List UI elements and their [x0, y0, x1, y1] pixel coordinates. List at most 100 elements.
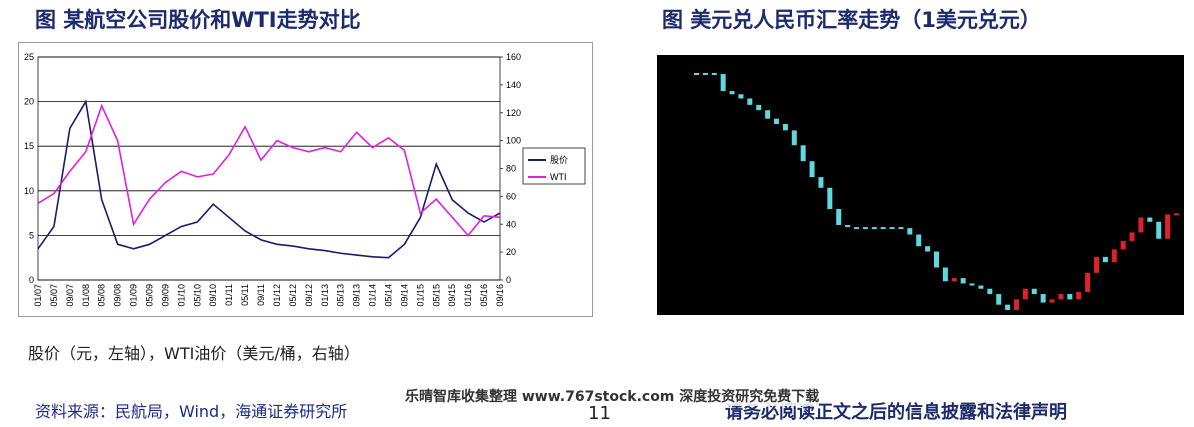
candle: [1174, 213, 1179, 216]
candle: [854, 227, 859, 230]
source: 资料来源：民航局，Wind，海通证券研究所: [35, 402, 348, 421]
candle: [729, 91, 735, 95]
candle: [925, 246, 931, 252]
candle: [1049, 299, 1055, 303]
x-tick-label: 01/16: [463, 284, 473, 307]
x-tick-label: 05/16: [479, 284, 489, 307]
candle: [791, 130, 797, 146]
x-tick-label: 09/14: [399, 284, 409, 307]
y-tick-label: 15: [24, 141, 34, 151]
x-tick-label: 05/08: [97, 284, 107, 307]
candle: [774, 118, 779, 125]
x-tick-label: 05/11: [240, 284, 250, 306]
legend-box: [522, 147, 586, 185]
candle: [1165, 214, 1171, 239]
chart: 0 5 10 15 20 25 0 20 40 60 80 100 120 140 160 01/07 05/0…: [18, 42, 593, 317]
legend-label: WTI: [550, 172, 567, 182]
y2-tick-label: 100: [506, 136, 521, 146]
x-tick-label: 01/10: [176, 284, 186, 307]
x-tick-label: 01/13: [320, 284, 330, 307]
candle: [916, 234, 922, 247]
candle: [1111, 249, 1117, 263]
candle: [782, 124, 788, 131]
candle: [702, 73, 708, 75]
x-tick-label: 05/13: [336, 284, 346, 307]
y-tick-label: 5: [29, 230, 34, 240]
candle: [1005, 304, 1011, 310]
x-tick-label: 01/14: [368, 284, 378, 307]
candle: [1022, 288, 1028, 300]
plot-background: [657, 55, 1184, 315]
candle: [1040, 294, 1046, 303]
note: 股价（元，左轴），WTI油价（美元/桶，右轴）: [28, 344, 360, 363]
x-tick-label: 09/09: [160, 284, 170, 307]
x-tick-label: 09/08: [113, 284, 123, 307]
x-tick-label: 01/15: [415, 284, 425, 307]
candle: [1058, 294, 1064, 300]
x-tick-label: 01/11: [224, 284, 234, 306]
x-tick-label: 01/12: [272, 284, 282, 307]
chart: [657, 55, 1184, 315]
candle: [1120, 240, 1126, 250]
y-tick-label: 10: [24, 186, 34, 196]
y2-tick-label: 160: [506, 52, 521, 62]
y2-tick-label: 0: [506, 275, 511, 285]
y-tick-label: 20: [24, 97, 34, 107]
candle: [1147, 217, 1153, 222]
candle: [845, 224, 851, 228]
candle: [987, 288, 993, 295]
x-tick-label: 01/09: [129, 284, 139, 307]
y2-tick-label: 140: [506, 80, 521, 90]
legend-label: 股价: [550, 155, 568, 165]
candle: [738, 94, 744, 99]
candle: [969, 283, 975, 286]
candle: [1076, 291, 1082, 300]
candle: [898, 227, 904, 230]
candle: [747, 98, 753, 105]
candle: [809, 161, 815, 178]
candle: [720, 74, 726, 92]
candle: [862, 227, 868, 230]
x-tick-label: 05/07: [49, 284, 59, 307]
candle: [756, 104, 762, 111]
candle: [711, 73, 717, 75]
x-tick-label: 05/12: [288, 284, 298, 307]
candle: [1014, 299, 1019, 310]
line-series: [37, 99, 501, 259]
x-tick-label: 09/10: [208, 284, 218, 307]
x-tick-label: 05/14: [383, 284, 393, 307]
figure-title: 图 某航空公司股价和WTI走势对比: [35, 8, 361, 32]
candle: [960, 278, 966, 284]
candle: [880, 227, 886, 230]
y2-tick-label: 20: [506, 247, 516, 257]
candle: [942, 267, 948, 282]
candle: [978, 285, 984, 289]
candle: [818, 177, 824, 188]
x-tick-label: 09/16: [495, 284, 505, 307]
x-tick-label: 09/12: [304, 284, 314, 307]
candle: [889, 227, 895, 230]
candle: [765, 110, 771, 119]
candle: [827, 187, 833, 210]
candle: [694, 73, 699, 75]
x-tick-label: 09/15: [447, 284, 457, 307]
candle: [996, 294, 1002, 305]
candle: [1138, 217, 1144, 233]
x-tick-label: 05/10: [192, 284, 202, 307]
y-tick-label: 0: [29, 275, 34, 285]
y-tick-label: 25: [24, 52, 34, 62]
y2-tick-label: 60: [506, 191, 516, 201]
candle: [1085, 272, 1091, 292]
candle: [800, 145, 806, 162]
x-tick-label: 09/13: [352, 284, 362, 307]
x-tick-label: 05/09: [145, 284, 155, 307]
candle: [1031, 288, 1037, 295]
y2-tick-label: 120: [506, 108, 521, 118]
watermark: 乐晴智库收集整理 www.767stock.com 深度投资研究免费下载: [405, 386, 820, 406]
candle: [951, 278, 957, 282]
x-tick-label: 01/08: [81, 284, 91, 307]
x-tick-label: 05/15: [431, 284, 441, 307]
page-number: 11: [588, 403, 611, 424]
figure-title: 图 美元兑人民币汇率走势（1美元兑元）: [662, 8, 1041, 32]
